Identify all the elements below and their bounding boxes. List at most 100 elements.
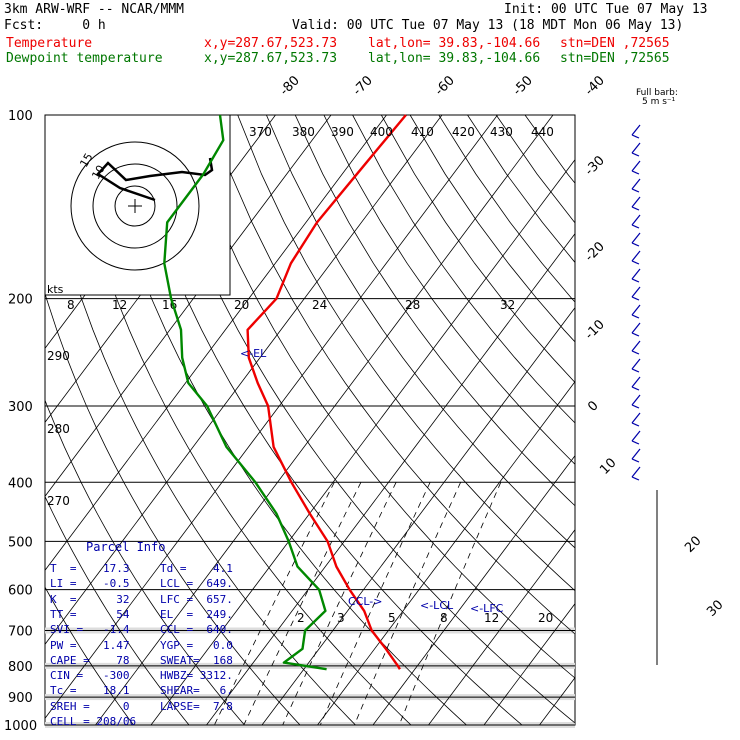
dry-adiabat-line [495,115,575,224]
dry-adiabat-line [64,115,412,725]
pressure-tick-label: 300 [8,400,33,415]
hodograph-speed-label: 8 [67,298,75,312]
parcel-info-cell: CIN = -300 [50,669,130,683]
parcel-info-cell: SREH = 0 [50,699,130,713]
parcel-info-cell: T = 17.3 [50,562,130,575]
lcl-marker: <-LCL [420,599,454,612]
hodograph-speed-label: 12 [112,298,127,312]
wind-barb [631,178,641,190]
wind-barb [631,142,641,154]
isotherm-label: -70 [350,73,376,99]
valid-time: Valid: 00 UTC Tue 07 May 13 (18 MDT Mon … [292,18,684,33]
hodograph-ring [114,185,156,227]
parcel-info-row: CELL = 208/06 [50,715,160,728]
wind-barb [631,160,641,172]
parcel-info-cell: CAPE = 78 [50,653,130,667]
isotherm-label: -60 [432,73,458,99]
parcel-info-row: SVI = -1.4 CCL = 640. [50,623,233,636]
pressure-tick-label: 1000 [4,719,37,734]
dry-adiabat-line [380,115,575,384]
dry-adiabat-line [45,399,246,725]
wind-barb [631,466,641,478]
pressure-tick-label: 500 [8,535,33,550]
sounding-traces: <-EL <-LCL <-LFC CCL-> [163,114,504,671]
wind-barb [631,196,641,208]
dry-adiabat-label: 270 [47,494,70,508]
isotherm-line [45,115,387,571]
model-title: 3km ARW-WRF -- NCAR/MMM [4,2,185,17]
hodograph-ring [70,141,200,271]
wind-barb [631,250,641,262]
parcel-info-row: CIN = -300 HWBZ= 3312. [50,669,233,682]
parcel-info-cell: SHEAR= 6. [160,684,233,698]
temperature-station: stn=DEN ,72565 [560,36,670,51]
isotherm-line [428,529,575,725]
wind-barb-feather [631,368,640,373]
dry-adiabat-line [438,115,575,303]
pressure-tick-label: 100 [8,109,33,124]
wind-barb-feather [631,440,640,445]
parcel-info-cell: LFC = 657. [160,592,233,606]
parcel-info-cell: Tc = 18.1 [50,684,130,698]
forecast-hour: Fcst: 0 h [4,18,106,33]
dry-adiabat-line [45,159,357,725]
mixing-ratio-label: 5 [388,611,396,625]
dry-adiabat-label: 380 [292,125,315,139]
wind-barb-feather [631,476,640,481]
wind-barb-feather [631,458,640,463]
wind-barb [631,304,641,316]
parcel-info-row: T = 17.3 Td = 4.1 [50,562,233,575]
hodograph-ring [92,163,178,249]
parcel-info-row: TT = 54 EL = 249. [50,608,233,621]
pressure-tick-label: 400 [8,476,33,491]
lfc-marker: <-LFC [470,602,504,615]
isotherm-label: -30 [582,153,608,179]
wind-barb-feather [631,296,640,301]
wind-barb [631,448,641,460]
pressure-tick-label: 200 [8,293,33,308]
isotherm-line [150,158,575,725]
isotherm-label: -80 [277,73,303,99]
dry-adiabat-label: 410 [411,125,434,139]
hodograph-trace [96,157,214,202]
dry-adiabat-line [45,291,301,725]
dewpoint-trace [163,114,327,671]
parcel-info-row: SREH = 0 LAPSE= 7.8 [50,700,233,713]
hodograph-ring-label: 15 [77,151,95,170]
temperature-latlon: lat,lon= 39.83,-104.66 [368,36,541,51]
mixing-ratio-label: 2 [297,611,305,625]
dry-adiabat-line [179,115,575,679]
wind-barb-feather [631,170,640,175]
wind-barb-feather [631,188,640,193]
isotherm-line [317,380,575,725]
isotherm-line [95,115,554,725]
dry-adiabat-line [237,115,575,592]
mixing-ratio-label: 20 [538,611,553,625]
dry-adiabat-line [151,115,575,724]
dry-adiabat-lines [45,115,575,725]
dewpoint-xy: x,y=287.67,523.73 [204,51,338,66]
hodograph-speed-label: 32 [500,298,515,312]
dry-adiabat-label: 440 [531,125,554,139]
hodograph-box [44,114,231,296]
dry-adiabat-line [323,115,575,465]
dry-adiabat-line [208,115,575,635]
hodograph-ring-label: 10 [89,163,107,182]
wind-barb-feather [631,314,640,319]
pressure-tick-label: 800 [8,660,33,675]
dry-adiabat-label: 430 [490,125,513,139]
barb-legend: 5 m s⁻¹ [642,97,676,107]
dry-adiabat-label: 400 [370,125,393,139]
dry-adiabat-line [294,115,575,507]
dry-adiabat-label: 390 [331,125,354,139]
wind-barb-feather [631,242,640,247]
parcel-info-row: K = 32 LFC = 657. [50,593,233,606]
wind-barb [631,430,641,442]
isotherm-line [595,115,740,725]
parcel-info-cell: SVI = -1.4 [50,623,130,637]
wind-barb [631,358,641,370]
isotherm-line [206,232,575,725]
parcel-info-row: LI = -0.5 LCL = 649. [50,577,233,590]
barb-legend: Full barb: [636,88,678,98]
